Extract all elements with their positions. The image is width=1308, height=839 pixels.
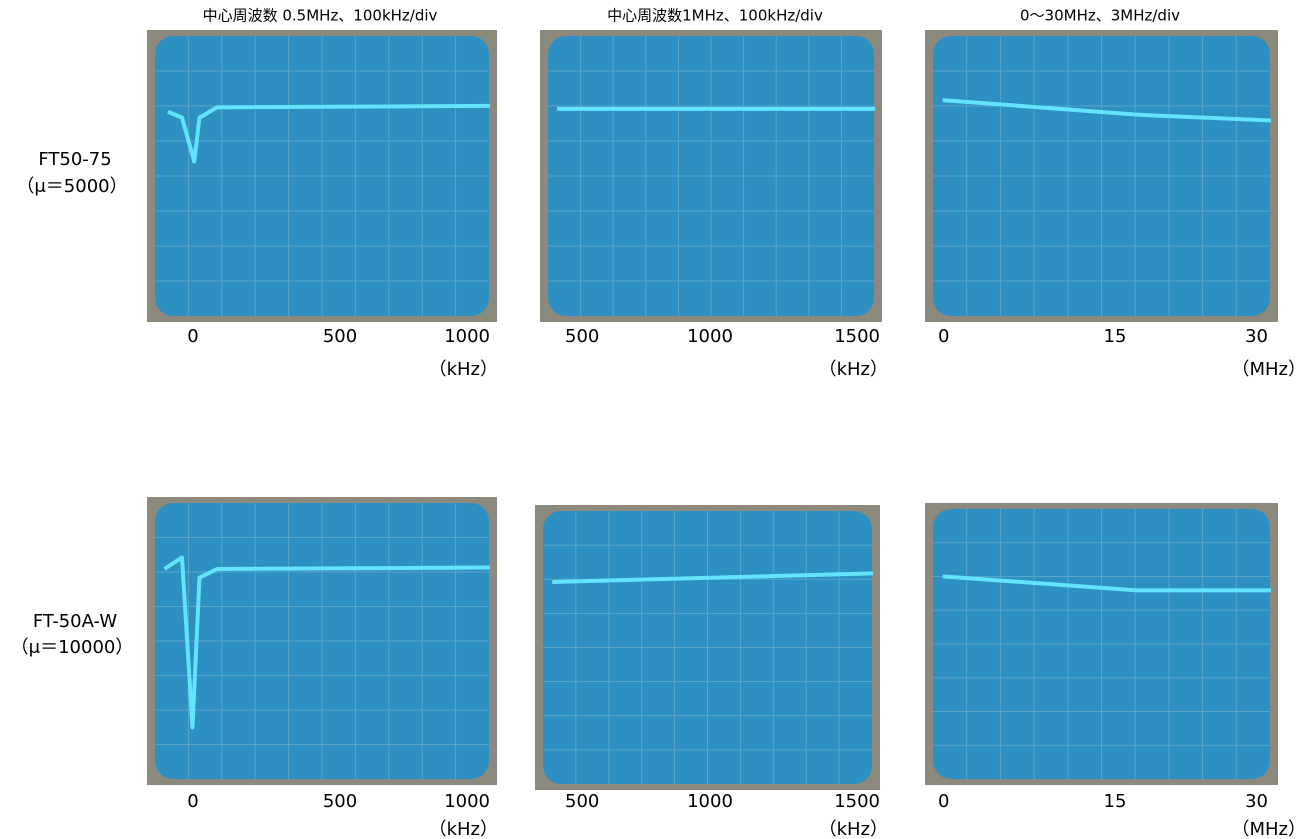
x-tick-label: 0	[938, 791, 949, 812]
x-tick-label: 1500	[834, 326, 880, 347]
column-title: 0～30MHz、3MHz/div	[1020, 7, 1180, 25]
oscilloscope-screen	[535, 505, 880, 790]
x-tick-label: 500	[565, 326, 599, 347]
oscilloscope-screen	[147, 30, 497, 322]
x-tick-label: 500	[565, 791, 599, 812]
trace	[552, 571, 874, 584]
trace	[942, 98, 1272, 123]
x-tick-label: 0	[187, 791, 198, 812]
unit-label: （kHz）	[819, 359, 888, 380]
unit-label: （kHz）	[429, 359, 498, 380]
x-tick-label: 15	[1104, 791, 1127, 812]
x-tick-label: 1500	[834, 791, 880, 812]
x-tick-label: 30	[1245, 326, 1268, 347]
column-title: 中心周波数1MHz、100kHz/div	[607, 7, 823, 25]
unit-label: （kHz）	[429, 819, 498, 839]
x-tick-label: 1000	[444, 791, 490, 812]
row-permeability: （μ＝10000）	[11, 637, 134, 658]
x-tick-label: 500	[323, 326, 357, 347]
x-tick-label: 1000	[687, 791, 733, 812]
x-tick-label: 0	[187, 326, 198, 347]
x-tick-label: 0	[938, 326, 949, 347]
oscilloscope-screen	[925, 30, 1278, 322]
column-title: 中心周波数 0.5MHz、100kHz/div	[203, 7, 438, 25]
x-tick-label: 500	[323, 791, 357, 812]
x-tick-label: 1000	[444, 326, 490, 347]
trace	[942, 574, 1271, 593]
unit-label: （kHz）	[819, 819, 888, 839]
unit-label: （MHz）	[1231, 819, 1306, 839]
oscilloscope-screen	[147, 497, 497, 785]
oscilloscope-screen	[540, 30, 882, 322]
row-label: FT-50A-W	[33, 611, 117, 632]
x-tick-label: 30	[1245, 791, 1268, 812]
trace	[163, 555, 491, 730]
oscilloscope-screen	[925, 503, 1278, 785]
row-permeability: （μ＝5000）	[16, 176, 127, 197]
unit-label: （MHz）	[1231, 359, 1306, 380]
x-tick-label: 15	[1104, 326, 1127, 347]
trace	[167, 103, 491, 164]
row-label: FT50-75	[38, 149, 111, 170]
x-tick-label: 1000	[687, 326, 733, 347]
